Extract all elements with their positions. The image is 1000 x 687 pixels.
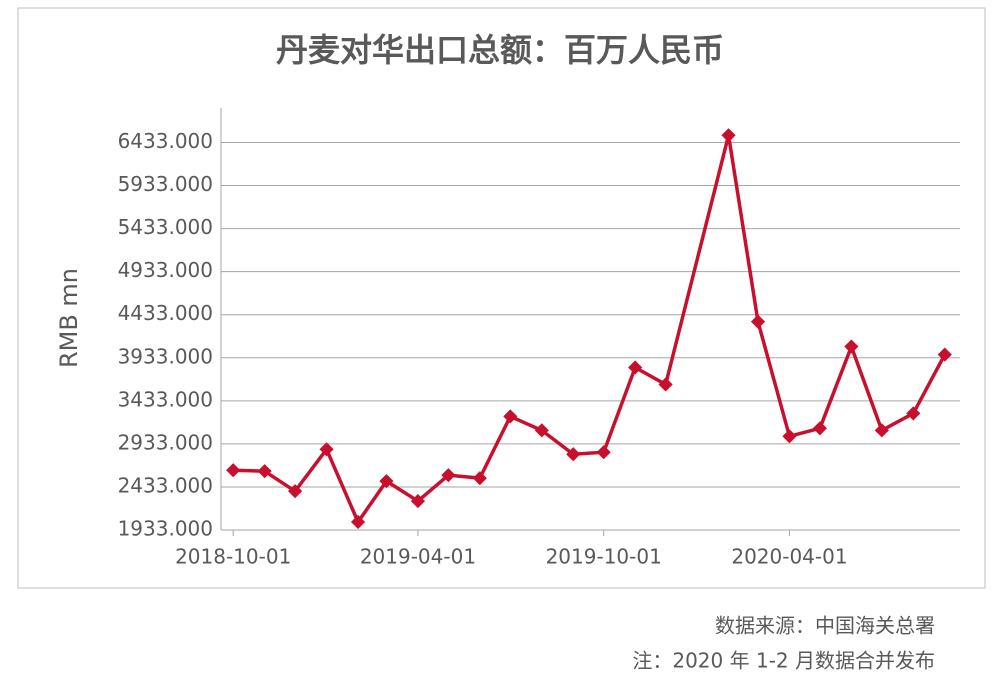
- y-tick-label: 6433.000: [118, 129, 213, 153]
- point: [782, 429, 797, 444]
- point: [658, 377, 673, 392]
- point: [812, 421, 827, 436]
- point: [257, 464, 272, 479]
- source: 数据来源：中国海关总署: [715, 614, 935, 638]
- y-tick-label: 3933.000: [118, 344, 213, 368]
- point: [379, 474, 394, 489]
- y-tick-label: 2933.000: [118, 430, 213, 454]
- y-tick-label: 5933.000: [118, 172, 213, 196]
- line: [233, 134, 947, 526]
- y-tick-label: 2433.000: [118, 473, 213, 497]
- point: [350, 514, 366, 530]
- y-axis-label: RMB mn: [55, 268, 83, 368]
- point: [844, 339, 859, 354]
- point: [503, 409, 518, 424]
- point: [441, 468, 456, 483]
- point: [226, 463, 241, 478]
- point: [319, 442, 334, 457]
- x-tick-label: 2018-10-01: [175, 545, 291, 569]
- point: [410, 493, 426, 509]
- point: [937, 347, 952, 362]
- y-tick-label: 1933.000: [118, 517, 213, 541]
- point: [721, 128, 736, 143]
- point: [472, 471, 487, 486]
- point: [750, 314, 766, 329]
- point: [628, 360, 643, 375]
- chart-frame: [17, 7, 986, 589]
- x-tick-label: 2020-04-01: [731, 545, 847, 569]
- point: [906, 406, 921, 421]
- y-tick-label: 5433.000: [118, 215, 213, 239]
- y-tick-label: 4433.000: [118, 301, 213, 325]
- point: [534, 423, 549, 438]
- point: [566, 447, 581, 462]
- chart-title: 丹麦对华出口总额：百万人民币: [276, 31, 724, 69]
- x-tick-label: 2019-10-01: [546, 545, 662, 569]
- note: 注：2020 年 1-2 月数据合并发布: [632, 649, 935, 673]
- point: [288, 484, 303, 499]
- y-tick-label: 3433.000: [118, 387, 213, 411]
- y-tick-label: 4933.000: [118, 258, 213, 282]
- point: [596, 445, 611, 460]
- point: [874, 423, 889, 438]
- x-tick-label: 2019-04-01: [360, 545, 476, 569]
